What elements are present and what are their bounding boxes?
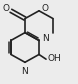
Text: O: O bbox=[42, 4, 49, 13]
Text: N: N bbox=[43, 34, 49, 43]
Text: OH: OH bbox=[48, 54, 61, 63]
Text: N: N bbox=[21, 67, 28, 76]
Text: O: O bbox=[3, 4, 10, 13]
